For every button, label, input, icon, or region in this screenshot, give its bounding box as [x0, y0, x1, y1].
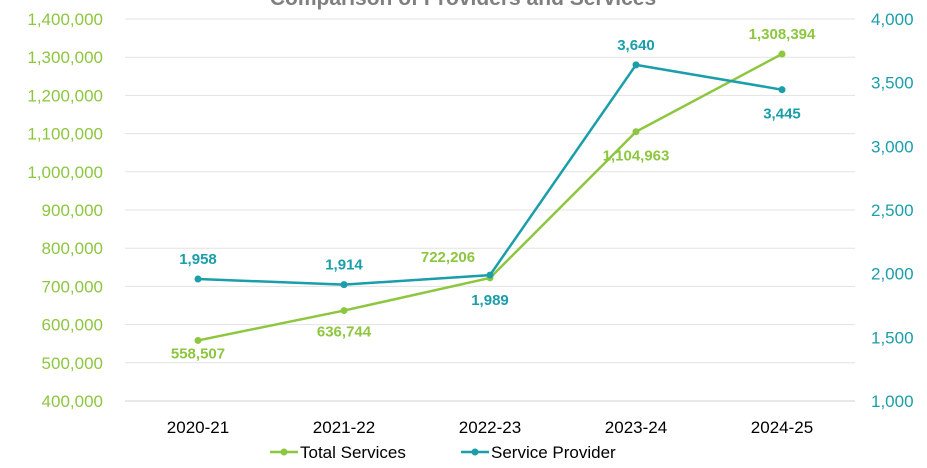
chart-title: Comparison of Providers and Services	[270, 0, 656, 10]
total-services-point	[340, 307, 348, 315]
total-services-data-label: 1,308,394	[749, 26, 816, 43]
right-tick-label: 1,500	[871, 328, 914, 347]
data-labels: 558,507 636,744 722,206 1,104,963 1,308,394 1…	[171, 26, 816, 362]
left-tick-label: 900,000	[42, 201, 103, 220]
right-tick-label: 4,000	[871, 10, 914, 29]
service-provider-point	[194, 275, 202, 283]
total-services-data-label: 558,507	[171, 345, 225, 362]
x-tick-label: 2022-23	[459, 418, 521, 437]
left-tick-label: 500,000	[42, 354, 103, 373]
service-provider-data-label: 1,914	[325, 257, 363, 274]
legend-label-total-services: Total Services	[300, 443, 406, 462]
legend-label-service-provider: Service Provider	[491, 443, 616, 462]
service-provider-data-label: 3,445	[763, 106, 801, 123]
legend-marker-total-services	[280, 448, 288, 456]
x-tick-label: 2024-25	[751, 418, 813, 437]
left-tick-label: 1,300,000	[27, 48, 103, 67]
right-tick-label: 3,000	[871, 137, 914, 156]
total-services-data-label: 636,744	[317, 324, 372, 341]
left-tick-label: 1,200,000	[27, 86, 103, 105]
right-axis: 1,000 1,500 2,000 2,500 3,000 3,500 4,000	[871, 10, 914, 411]
service-provider-data-label: 1,958	[179, 251, 217, 268]
x-tick-label: 2020-21	[167, 418, 229, 437]
left-tick-label: 400,000	[42, 392, 103, 411]
right-tick-label: 2,500	[871, 201, 914, 220]
total-services-point	[778, 50, 786, 58]
service-provider-data-label: 1,989	[471, 292, 509, 309]
right-tick-label: 3,500	[871, 74, 914, 93]
total-services-point	[632, 128, 640, 136]
legend-item-total-services: Total Services	[270, 443, 406, 462]
service-provider-line	[197, 63, 783, 286]
left-tick-label: 1,400,000	[27, 10, 103, 29]
series-group	[194, 50, 786, 344]
x-tick-label: 2021-22	[313, 418, 375, 437]
left-tick-label: 1,100,000	[27, 125, 103, 144]
legend-item-service-provider: Service Provider	[461, 443, 616, 462]
left-tick-label: 800,000	[42, 239, 103, 258]
legend: Total Services Service Provider	[270, 443, 616, 462]
x-tick-label: 2023-24	[605, 418, 667, 437]
service-provider-point	[778, 86, 786, 94]
x-axis: 2020-21 2021-22 2022-23 2023-24 2024-25	[167, 418, 813, 437]
service-provider-point	[632, 61, 640, 69]
service-provider-point	[486, 271, 494, 279]
service-provider-point	[340, 281, 348, 289]
right-tick-label: 1,000	[871, 392, 914, 411]
total-services-point	[194, 336, 202, 344]
left-tick-label: 600,000	[42, 316, 103, 335]
total-services-data-label: 722,206	[421, 249, 475, 266]
legend-marker-service-provider	[471, 448, 479, 456]
left-tick-label: 700,000	[42, 277, 103, 296]
left-tick-label: 1,000,000	[27, 163, 103, 182]
gridlines	[125, 18, 855, 402]
left-axis: 400,000 500,000 600,000 700,000 800,000 900,0…	[27, 10, 103, 411]
right-tick-label: 2,000	[871, 265, 914, 284]
total-services-data-label: 1,104,963	[603, 148, 670, 165]
service-provider-data-label: 3,640	[617, 37, 655, 54]
